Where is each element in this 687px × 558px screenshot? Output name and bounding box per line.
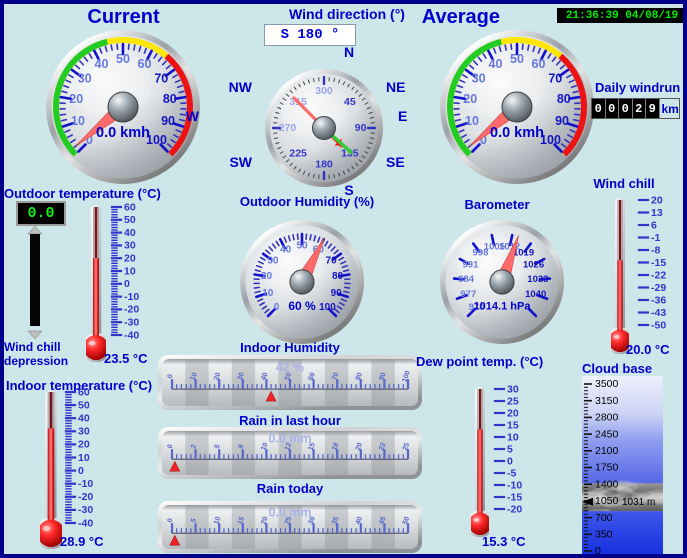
svg-text:-40: -40 — [124, 329, 139, 341]
svg-text:10: 10 — [507, 431, 519, 443]
svg-text:20: 20 — [463, 92, 477, 106]
svg-text:70: 70 — [326, 256, 338, 267]
svg-text:30: 30 — [78, 71, 92, 85]
svg-text:10: 10 — [465, 114, 479, 128]
svg-text:-1: -1 — [651, 232, 660, 244]
svg-text:100: 100 — [319, 302, 336, 313]
svg-text:-20: -20 — [78, 491, 93, 503]
svg-text:3500: 3500 — [595, 378, 619, 390]
svg-text:20: 20 — [124, 253, 136, 265]
svg-text:50: 50 — [510, 52, 524, 66]
svg-text:-50: -50 — [651, 319, 666, 331]
svg-text:-15: -15 — [651, 257, 666, 269]
svg-text:2450: 2450 — [595, 428, 619, 440]
svg-text:-5: -5 — [507, 467, 516, 479]
svg-text:991: 991 — [463, 259, 480, 270]
svg-text:-20: -20 — [124, 304, 139, 316]
svg-text:1050: 1050 — [595, 495, 619, 507]
svg-text:-10: -10 — [507, 479, 522, 491]
svg-text:984: 984 — [458, 274, 475, 285]
svg-text:80: 80 — [332, 271, 344, 282]
svg-text:225: 225 — [289, 148, 307, 160]
svg-text:0.0 kmh: 0.0 kmh — [96, 125, 150, 141]
svg-text:0: 0 — [78, 465, 84, 477]
svg-text:15: 15 — [507, 419, 519, 431]
svg-text:1031 m: 1031 m — [622, 497, 655, 508]
svg-text:-30: -30 — [124, 317, 139, 329]
svg-text:70: 70 — [548, 71, 562, 85]
svg-text:60: 60 — [124, 201, 136, 213]
svg-text:-40: -40 — [78, 517, 93, 529]
svg-text:350: 350 — [595, 529, 613, 541]
svg-text:10: 10 — [78, 452, 90, 464]
svg-text:40: 40 — [124, 227, 136, 239]
svg-text:-10: -10 — [124, 291, 139, 303]
svg-text:25: 25 — [507, 395, 519, 407]
svg-text:50: 50 — [78, 399, 90, 411]
svg-text:0.0 kmh: 0.0 kmh — [490, 125, 544, 141]
svg-text:-30: -30 — [78, 504, 93, 516]
svg-text:20: 20 — [507, 407, 519, 419]
svg-text:-43: -43 — [651, 307, 666, 319]
svg-text:60: 60 — [532, 57, 546, 71]
svg-text:2800: 2800 — [595, 412, 619, 424]
svg-text:45: 45 — [344, 96, 356, 108]
svg-text:-36: -36 — [651, 294, 666, 306]
svg-text:30: 30 — [124, 240, 136, 252]
svg-text:1019: 1019 — [513, 248, 534, 259]
svg-text:0: 0 — [274, 302, 280, 313]
svg-text:60: 60 — [138, 57, 152, 71]
svg-text:40: 40 — [489, 57, 503, 71]
svg-text:1014.1 hPa: 1014.1 hPa — [474, 301, 532, 313]
svg-text:90: 90 — [555, 114, 569, 128]
svg-text:20: 20 — [78, 439, 90, 451]
svg-text:6: 6 — [651, 219, 657, 231]
svg-text:90: 90 — [355, 122, 367, 134]
svg-text:90: 90 — [331, 288, 343, 299]
svg-text:-10: -10 — [78, 478, 93, 490]
svg-text:50: 50 — [296, 241, 308, 252]
svg-text:0: 0 — [124, 278, 130, 290]
svg-text:1033: 1033 — [527, 274, 548, 285]
svg-text:80: 80 — [557, 92, 571, 106]
svg-text:10: 10 — [71, 114, 85, 128]
svg-text:0: 0 — [507, 455, 513, 467]
svg-text:30: 30 — [267, 256, 279, 267]
svg-text:0: 0 — [595, 545, 601, 554]
svg-text:180: 180 — [315, 158, 333, 170]
svg-text:1040: 1040 — [525, 289, 546, 300]
svg-text:700: 700 — [595, 512, 613, 524]
svg-text:1750: 1750 — [595, 462, 619, 474]
svg-text:20: 20 — [261, 271, 273, 282]
svg-text:-29: -29 — [651, 282, 666, 294]
svg-text:10: 10 — [124, 265, 136, 277]
svg-text:977: 977 — [460, 289, 476, 300]
svg-text:5: 5 — [507, 443, 513, 455]
svg-text:60: 60 — [78, 386, 90, 398]
svg-text:-8: -8 — [651, 244, 660, 256]
svg-text:30: 30 — [472, 71, 486, 85]
svg-text:50: 50 — [116, 52, 130, 66]
svg-text:30: 30 — [507, 383, 519, 395]
svg-text:2100: 2100 — [595, 445, 619, 457]
svg-text:1400: 1400 — [595, 478, 619, 490]
svg-text:40: 40 — [95, 57, 109, 71]
svg-text:20: 20 — [651, 194, 663, 206]
svg-text:-20: -20 — [507, 503, 522, 515]
svg-text:270: 270 — [279, 122, 297, 134]
svg-text:20: 20 — [69, 92, 83, 106]
svg-text:1026: 1026 — [523, 259, 544, 270]
svg-text:30: 30 — [78, 426, 90, 438]
svg-text:300: 300 — [315, 85, 333, 97]
svg-text:40: 40 — [280, 245, 292, 256]
svg-text:3150: 3150 — [595, 395, 619, 407]
svg-text:-22: -22 — [651, 269, 666, 281]
svg-text:-15: -15 — [507, 491, 522, 503]
svg-text:60 %: 60 % — [288, 299, 316, 313]
svg-text:10: 10 — [262, 288, 274, 299]
svg-text:40: 40 — [78, 413, 90, 425]
svg-text:42 %: 42 % — [276, 361, 305, 375]
svg-text:13: 13 — [651, 207, 663, 219]
svg-text:50: 50 — [124, 214, 136, 226]
